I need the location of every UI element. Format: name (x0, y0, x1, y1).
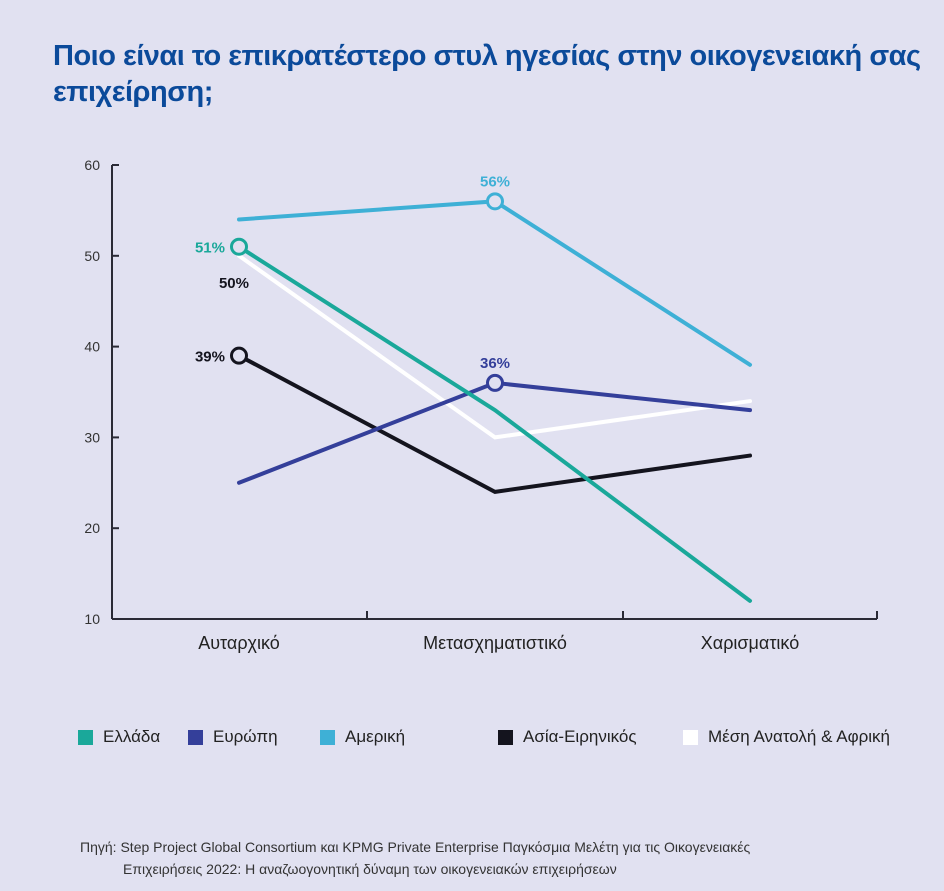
legend-label: Μέση Ανατολή & Αφρική (708, 727, 891, 746)
x-tick-label: Αυταρχικό (198, 633, 280, 653)
legend-item: Μέση Ανατολή & Αφρική (683, 727, 890, 747)
series-line-4 (237, 253, 752, 440)
legend-swatch (320, 729, 335, 745)
point-marker (230, 237, 248, 256)
point-marker (486, 373, 504, 392)
legend-item: Ασία-Ειρηνικός (498, 727, 637, 747)
axes: 10 20 30 40 50 60 Αυταρχικό Μετασχηματιστικό Χαρ… (84, 157, 878, 653)
point-label: 50% (219, 275, 249, 292)
series-line-3 (237, 353, 752, 494)
point-marker (230, 346, 248, 365)
source-note: Πηγή: Step Project Global Consortium και… (80, 836, 920, 880)
x-tick-label: Χαρισματικό (701, 633, 799, 653)
legend-item: Αμερική (320, 727, 405, 747)
legend-item: Ελλάδα (78, 727, 160, 747)
y-tick-label: 10 (84, 611, 100, 627)
legend-swatch (188, 729, 203, 745)
series-line-0 (237, 244, 752, 603)
source-line-2: Επιχειρήσεις 2022: Η αναζωογονητική δύνα… (123, 861, 617, 877)
legend-swatch (498, 729, 513, 745)
point-label: 56% (480, 173, 510, 190)
legend-label: Αμερική (345, 727, 406, 746)
y-tick-label: 40 (84, 339, 100, 355)
x-tick-label: Μετασχηματιστικό (423, 633, 567, 653)
point-label: 39% (195, 349, 225, 366)
y-tick-label: 30 (84, 429, 100, 445)
y-tick-label: 60 (84, 157, 100, 173)
line-chart: 10 20 30 40 50 60 Αυταρχικό Μετασχηματιστικό Χαρ… (84, 157, 878, 653)
legend-swatch (78, 729, 93, 745)
source-line-1: Πηγή: Step Project Global Consortium και… (80, 839, 751, 855)
legend-label: Ασία-Ειρηνικός (523, 727, 637, 746)
legend: Ελλάδα Ευρώπη Αμερική Ασία-Ειρηνικός Μέση Αν… (0, 727, 944, 751)
legend-item: Ευρώπη (188, 727, 278, 747)
point-marker (486, 192, 504, 211)
legend-label: Ελλάδα (103, 727, 161, 746)
point-label: 51% (195, 240, 225, 257)
series-line-2 (237, 199, 752, 367)
chart-title: Ποιο είναι το επικρατέστερο στυλ ηγεσίας… (53, 40, 921, 108)
series-lines (237, 199, 752, 603)
legend-label: Ευρώπη (213, 727, 278, 746)
point-label: 36% (480, 355, 510, 372)
legend-swatch (683, 729, 698, 745)
y-tick-label: 50 (84, 248, 100, 264)
y-tick-label: 20 (84, 520, 100, 536)
data-labels: 51% 36% 56% 39% 50% (195, 173, 510, 392)
